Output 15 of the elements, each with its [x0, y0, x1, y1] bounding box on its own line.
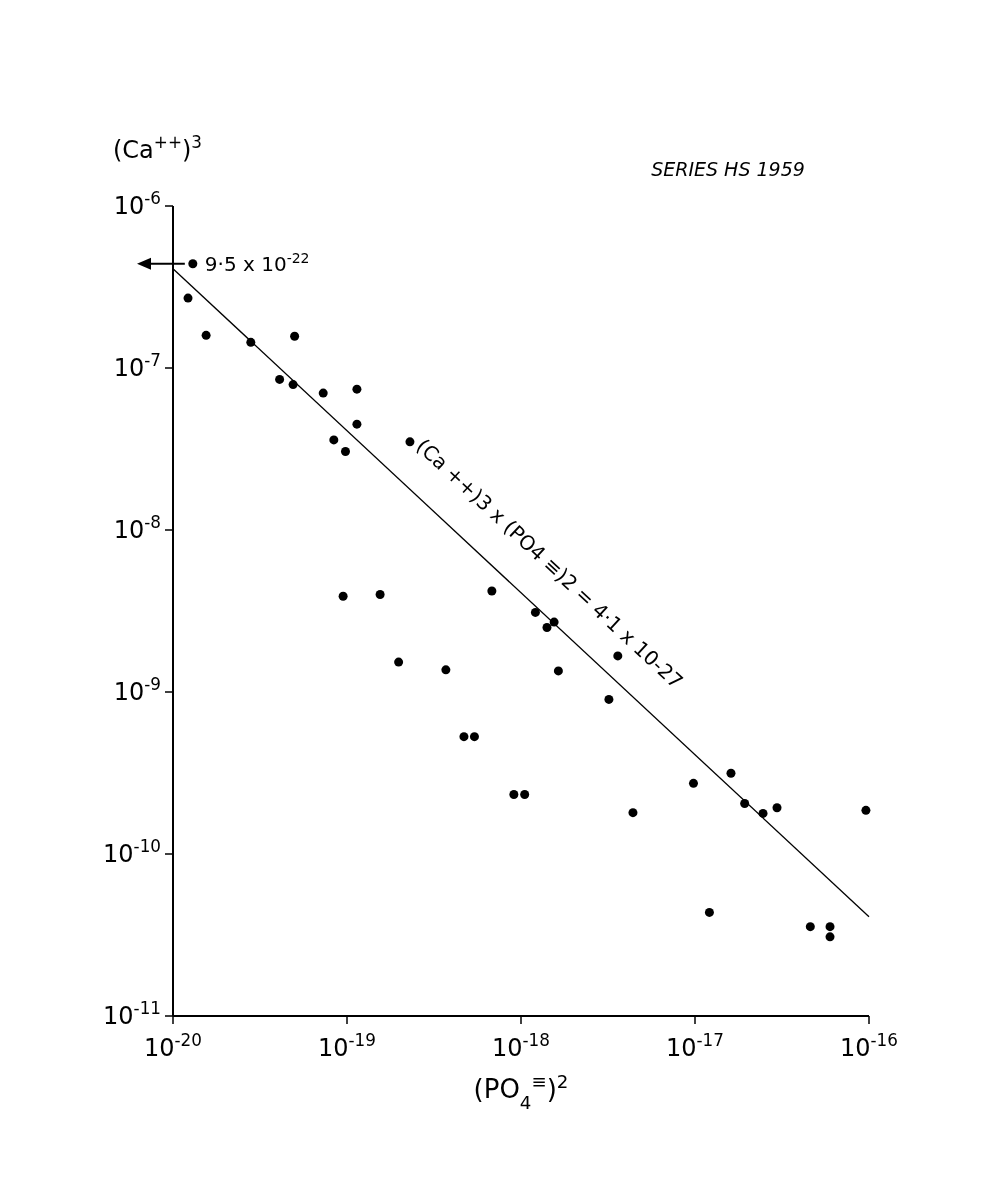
x-tick-label: 10$^{-16}$	[840, 1030, 898, 1062]
chart-title: SERIES HS 1959	[651, 158, 805, 180]
y-tick-label: 10$^{-6}$	[113, 188, 161, 220]
x-tick-label: 10$^{-18}$	[492, 1030, 550, 1062]
y-tick-label: 10$^{-10}$	[103, 836, 161, 868]
y-tick-label: 10$^{-9}$	[113, 674, 161, 706]
x-axis-title: (PO$_{4}$$^{≡}$)$^{2}$	[473, 1070, 569, 1113]
x-tick-label: 10$^{-19}$	[318, 1030, 376, 1062]
y-tick-label: 10$^{-11}$	[103, 998, 161, 1030]
y-axis-title: (Ca$^{++}$)$^{3}$	[113, 132, 203, 164]
x-tick-label: 10$^{-20}$	[144, 1030, 202, 1062]
annotation: 9·5 x 10$^{-22}$	[204, 249, 310, 276]
x-tick-label: 10$^{-17}$	[666, 1030, 724, 1062]
y-tick-label: 10$^{-8}$	[113, 512, 161, 544]
y-tick-label: 10$^{-7}$	[113, 350, 161, 382]
